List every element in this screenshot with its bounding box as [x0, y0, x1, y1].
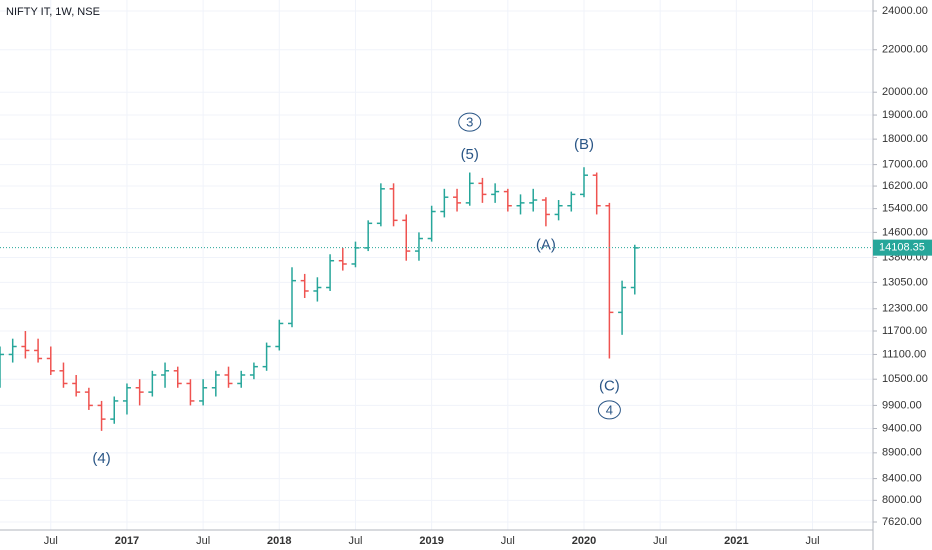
- ohlc-bar: [580, 167, 588, 198]
- x-tick-label: 2018: [267, 535, 291, 547]
- ohlc-bar: [491, 183, 500, 203]
- y-tick-label: 11700.00: [882, 325, 927, 337]
- annotation-circle: [597, 400, 621, 420]
- annotation-circle: [458, 112, 482, 132]
- ohlc-bar: [46, 346, 55, 375]
- x-tick-label: Jul: [196, 535, 210, 547]
- ohlc-bar: [186, 379, 195, 406]
- ohlc-bar: [72, 374, 81, 397]
- ohlc-bar: [389, 183, 398, 227]
- y-tick-label: 18000.00: [882, 133, 928, 145]
- x-tick-label: Jul: [653, 535, 667, 547]
- ohlc-bar: [300, 273, 309, 298]
- y-tick-label: 14600.00: [882, 226, 928, 238]
- wave-label: (B): [574, 136, 594, 153]
- wave-label: (4): [92, 450, 110, 467]
- ohlc-bar: [338, 247, 347, 271]
- ohlc-bar: [554, 200, 563, 221]
- chart-title: NIFTY IT, 1W, NSE: [6, 6, 100, 18]
- ohlc-bar: [453, 188, 462, 212]
- x-tick-label: Jul: [348, 535, 362, 547]
- ohlc-bar: [326, 254, 335, 291]
- ohlc-bar: [21, 331, 30, 359]
- ohlc-bar: [148, 370, 157, 397]
- y-tick-label: 11100.00: [882, 348, 926, 360]
- ohlc-bar: [59, 362, 68, 388]
- ohlc-bar: [440, 188, 449, 218]
- y-tick-label: 16200.00: [882, 180, 928, 192]
- ohlc-bar: [8, 338, 17, 363]
- y-tick-label: 20000.00: [882, 86, 928, 98]
- y-tick-label: 22000.00: [882, 44, 928, 56]
- ohlc-bar: [529, 188, 538, 212]
- y-tick-label: 15400.00: [882, 203, 928, 215]
- x-tick-label: 2017: [115, 535, 139, 547]
- ohlc-bar: [199, 379, 208, 406]
- ohlc-bar: [237, 370, 246, 388]
- ohlc-bar: [97, 400, 106, 431]
- ohlc-bar: [541, 197, 550, 227]
- wave-label: (5): [461, 146, 479, 163]
- ohlc-bar: [34, 338, 43, 363]
- y-tick-label: 24000.00: [882, 5, 928, 17]
- ohlc-bar: [516, 194, 525, 215]
- ohlc-bar: [567, 191, 576, 212]
- x-tick-label: Jul: [501, 535, 515, 547]
- ohlc-bar: [605, 202, 614, 359]
- ohlc-bar: [402, 214, 411, 261]
- last-price-badge: [873, 239, 932, 256]
- ohlc-bar: [249, 362, 258, 380]
- ohlc-bar: [313, 277, 322, 302]
- ohlc-bar: [478, 177, 487, 203]
- y-tick-label: 12300.00: [882, 303, 928, 315]
- wave-label: 3: [466, 115, 473, 130]
- wave-label: 4: [606, 402, 613, 417]
- ohlc-bar: [224, 366, 233, 388]
- ohlc-bar: [618, 280, 627, 335]
- wave-label: (A): [536, 237, 556, 254]
- x-tick-label: Jul: [805, 535, 819, 547]
- y-tick-label: 7620.00: [882, 516, 922, 528]
- y-tick-label: 19000.00: [882, 109, 928, 121]
- ohlc-bar: [592, 172, 601, 215]
- ohlc-bar: [427, 205, 436, 242]
- y-tick-label: 17000.00: [882, 158, 928, 170]
- wave-label: (C): [599, 378, 620, 395]
- ohlc-bar: [135, 379, 144, 406]
- ohlc-bar: [173, 366, 182, 388]
- ohlc-bar: [465, 172, 474, 206]
- x-tick-label: Jul: [44, 535, 58, 547]
- ohlc-bar: [503, 188, 512, 212]
- x-tick-label: 2019: [419, 535, 443, 547]
- ohlc-bar: [161, 362, 170, 388]
- ohlc-bar: [414, 232, 423, 261]
- ohlc-bar: [110, 396, 119, 424]
- ohlc-bar: [0, 346, 4, 388]
- ohlc-bar: [84, 387, 93, 410]
- y-tick-label: 13050.00: [882, 276, 928, 288]
- y-tick-label: 8000.00: [882, 494, 922, 506]
- x-tick-label: 2020: [572, 535, 596, 547]
- bars: [0, 167, 639, 431]
- y-tick-label: 10500.00: [882, 373, 928, 385]
- y-tick-label: 9400.00: [882, 422, 922, 434]
- x-tick-label: 2021: [724, 535, 748, 547]
- ohlc-bar: [288, 267, 296, 328]
- ohlc-bar: [262, 342, 271, 371]
- ohlc-bar: [211, 370, 220, 397]
- ohlc-bar: [122, 383, 131, 415]
- grid: [0, 0, 873, 530]
- y-tick-label: 8400.00: [882, 472, 922, 484]
- y-tick-label: 8900.00: [882, 447, 922, 459]
- last-price-label: 14108.35: [879, 242, 925, 254]
- ohlc-bar: [376, 183, 385, 227]
- ohlc-bar: [275, 319, 284, 351]
- y-tick-label: 9900.00: [882, 399, 922, 411]
